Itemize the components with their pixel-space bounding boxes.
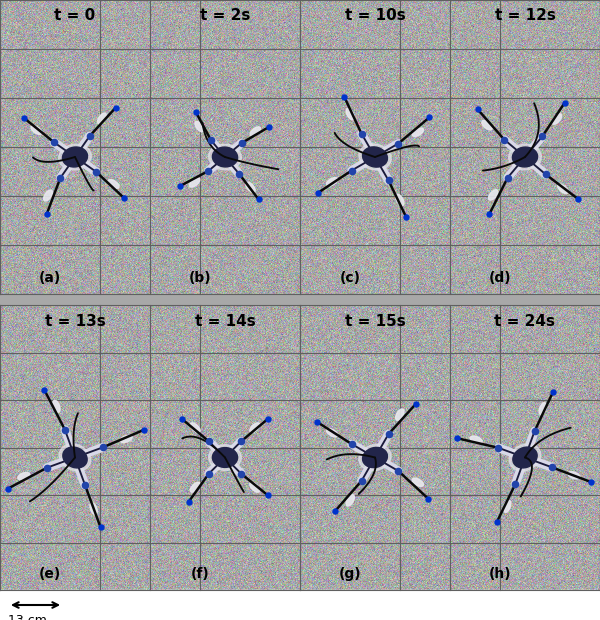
Ellipse shape [395,409,404,420]
Text: (f): (f) [191,567,209,581]
Ellipse shape [250,127,260,136]
Bar [0,294,600,305]
Ellipse shape [568,472,580,479]
Ellipse shape [509,144,541,170]
Ellipse shape [326,177,338,186]
Ellipse shape [557,184,568,193]
Text: 13 cm: 13 cm [8,614,47,620]
Bar [0,590,600,620]
Ellipse shape [108,180,119,188]
Text: (a): (a) [39,271,61,285]
Text: (h): (h) [488,567,511,581]
Ellipse shape [250,482,260,492]
Text: t = 15s: t = 15s [344,314,406,329]
Ellipse shape [59,444,91,471]
Ellipse shape [212,147,238,167]
Ellipse shape [470,436,482,443]
Text: (b): (b) [188,271,211,285]
Text: t = 10s: t = 10s [344,9,406,24]
Ellipse shape [90,503,97,515]
Ellipse shape [120,435,132,443]
Ellipse shape [246,182,255,193]
Ellipse shape [359,445,391,471]
Text: t = 24s: t = 24s [494,314,556,329]
Ellipse shape [98,113,106,124]
Ellipse shape [346,495,355,506]
Ellipse shape [59,144,91,170]
Ellipse shape [346,108,355,120]
Ellipse shape [412,128,424,136]
Text: t = 13s: t = 13s [44,314,106,329]
Ellipse shape [209,144,241,170]
Ellipse shape [359,144,391,170]
Ellipse shape [513,447,537,468]
Ellipse shape [44,190,52,201]
Ellipse shape [503,500,511,512]
Ellipse shape [512,147,538,167]
Ellipse shape [195,122,204,132]
Ellipse shape [53,401,60,412]
Text: (c): (c) [340,271,361,285]
Text: (e): (e) [39,567,61,581]
Ellipse shape [509,444,541,471]
Ellipse shape [488,190,498,200]
Ellipse shape [212,448,238,467]
Ellipse shape [362,448,388,467]
Text: t = 0: t = 0 [55,9,95,24]
Ellipse shape [190,423,200,433]
Text: (g): (g) [338,567,361,581]
Ellipse shape [412,478,424,487]
Ellipse shape [395,194,404,206]
Ellipse shape [190,178,200,187]
Ellipse shape [326,428,338,437]
Ellipse shape [62,147,88,167]
Ellipse shape [250,423,260,433]
Ellipse shape [190,482,200,492]
Ellipse shape [31,126,42,135]
Ellipse shape [552,114,562,125]
Text: (d): (d) [488,271,511,285]
Ellipse shape [539,402,547,415]
Ellipse shape [209,445,241,471]
Text: t = 12s: t = 12s [494,9,556,24]
Ellipse shape [482,120,493,130]
Text: t = 2s: t = 2s [200,9,250,24]
Ellipse shape [63,447,87,468]
Ellipse shape [18,472,30,480]
Ellipse shape [362,147,388,167]
Text: t = 14s: t = 14s [194,314,256,329]
